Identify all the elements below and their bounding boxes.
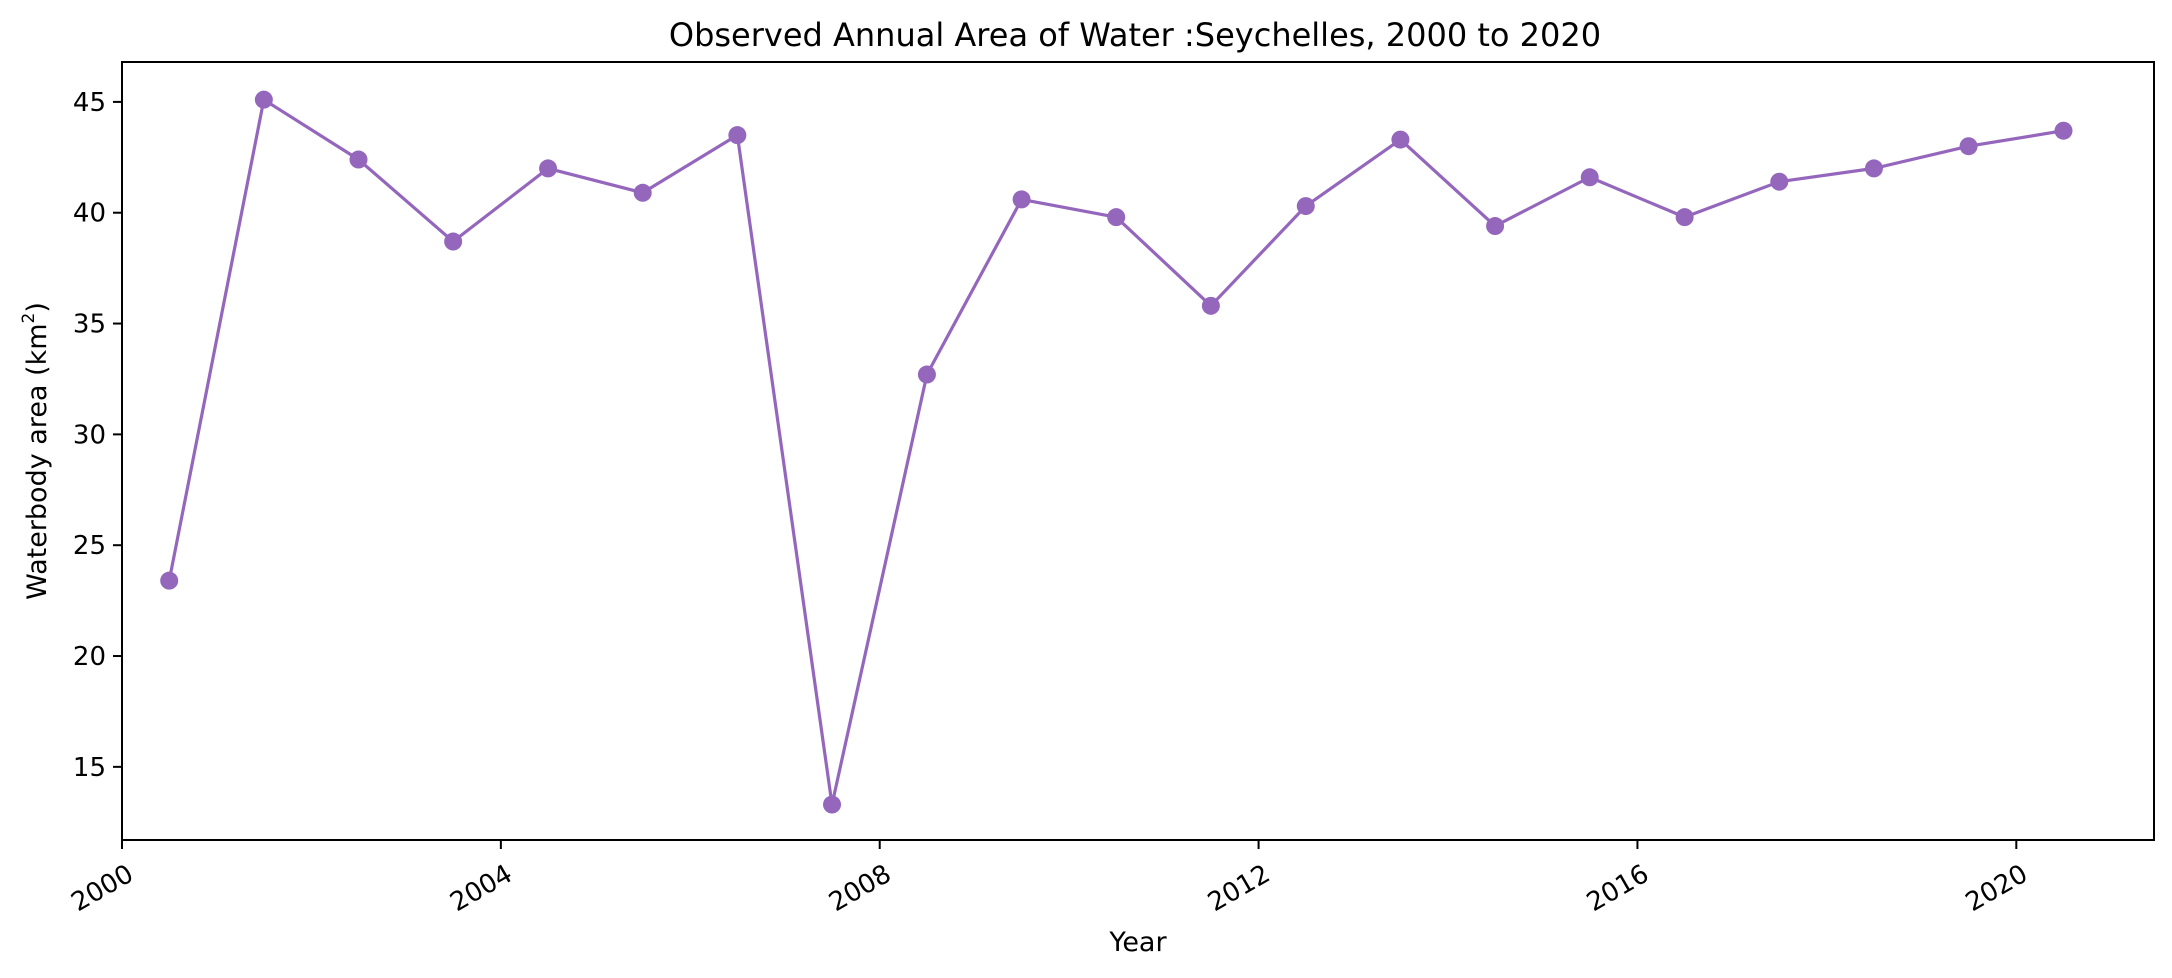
y-tick-label: 15	[73, 753, 106, 783]
data-point-2009	[1012, 190, 1031, 209]
data-point-2020	[2054, 121, 2073, 140]
plot-area: 15 20 25 30 35 40 45 2000 2004 2008 2012 2016 2020	[66, 61, 2155, 918]
data-point-2000	[160, 571, 179, 590]
y-axis-ticks: 15 20 25 30 35 40 45	[73, 88, 122, 783]
y-tick-label: 30	[73, 420, 106, 450]
y-tick-label: 20	[73, 642, 106, 672]
data-point-2017	[1770, 172, 1789, 191]
data-point-2006	[728, 126, 747, 145]
y-axis-label-close: )	[22, 302, 53, 313]
data-point-2002	[349, 150, 368, 169]
data-point-2011	[1201, 296, 1220, 315]
data-point-2018	[1864, 159, 1883, 178]
data-point-2013	[1391, 130, 1410, 149]
data-point-2019	[1959, 137, 1978, 156]
y-tick-label: 40	[73, 199, 106, 229]
x-axis-ticks: 2000 2004 2008 2012 2016 2020	[66, 840, 2033, 918]
x-tick-label: 2004	[445, 859, 517, 918]
x-tick-label: 2016	[1582, 859, 1654, 918]
data-point-2001	[254, 90, 273, 109]
data-point-2016	[1675, 208, 1694, 227]
data-markers	[160, 90, 2073, 814]
chart-title: Observed Annual Area of Water :Seychelle…	[669, 16, 1601, 54]
y-tick-label: 45	[73, 88, 106, 118]
data-point-2012	[1296, 197, 1315, 216]
x-axis-label: Year	[1108, 927, 1167, 958]
data-point-2003	[444, 232, 463, 251]
plot-frame	[121, 61, 2155, 841]
y-tick-label: 25	[73, 531, 106, 561]
x-tick-label: 2008	[824, 859, 896, 918]
data-point-2004	[539, 159, 558, 178]
y-axis-label-main: Waterbody area (km	[22, 323, 53, 599]
y-axis-label-superscript: 2	[19, 313, 39, 324]
data-point-2014	[1486, 217, 1505, 236]
x-tick-label: 2020	[1961, 859, 2033, 918]
x-tick-label: 2000	[66, 859, 138, 918]
y-tick-label: 35	[73, 310, 106, 340]
data-point-2010	[1107, 208, 1126, 227]
x-tick-label: 2012	[1203, 859, 1275, 918]
y-axis-label: Waterbody area (km2)	[19, 302, 53, 600]
data-point-2007	[823, 795, 842, 814]
data-point-2008	[917, 365, 936, 384]
data-point-2015	[1580, 168, 1599, 187]
data-point-2005	[633, 183, 652, 202]
